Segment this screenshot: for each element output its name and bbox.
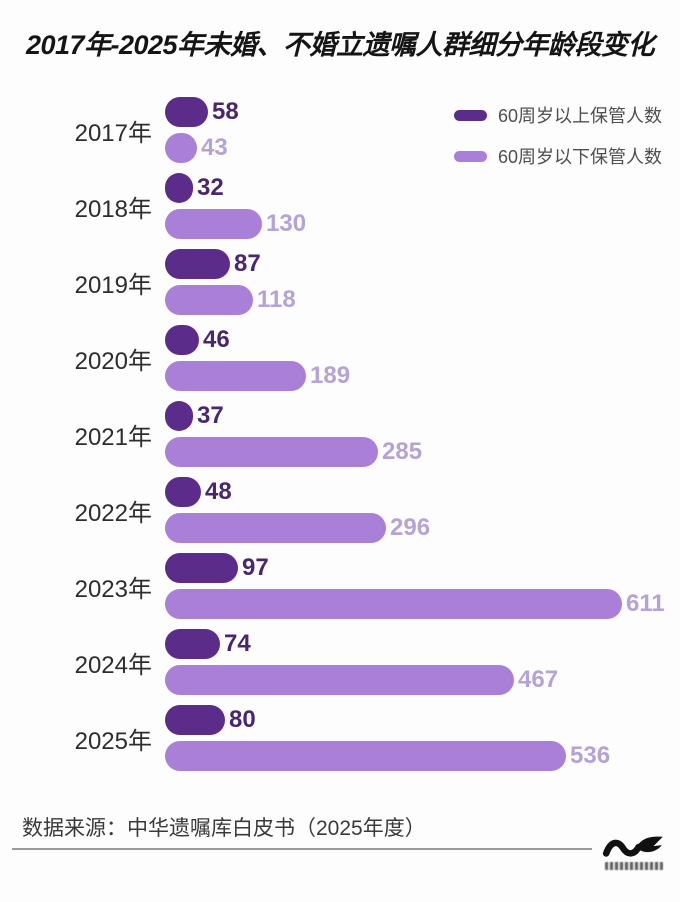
bar-under60: [165, 133, 197, 163]
bar-line-over60: 74: [165, 629, 680, 659]
chart-row: 2019年 87 118: [0, 244, 680, 320]
bar-over60: [165, 705, 225, 735]
bar-value: 48: [205, 478, 232, 505]
year-label: 2017年: [74, 119, 152, 147]
bar-line-under60: 467: [165, 665, 680, 695]
bar-under60: [165, 361, 306, 391]
bar-value: 58: [212, 98, 239, 125]
chart-row: 2018年 32 130: [0, 168, 680, 244]
bar-over60: [165, 477, 201, 507]
chart-row: 2017年 58 43: [0, 92, 680, 168]
bar-value: 536: [570, 742, 611, 769]
bar-group: 37 285: [165, 401, 680, 467]
chart-row: 2022年 48 296: [0, 472, 680, 548]
bar-line-under60: 43: [165, 133, 680, 163]
bar-value: 296: [390, 514, 431, 541]
bar-value: 74: [224, 630, 251, 657]
bar-line-under60: 118: [165, 285, 680, 315]
bar-group: 74 467: [165, 629, 680, 695]
bar-group: 32 130: [165, 173, 680, 239]
bar-group: 87 118: [165, 249, 680, 315]
bar-line-over60: 37: [165, 401, 680, 431]
bar-chart: 60周岁以上保管人数 60周岁以下保管人数 2017年 58 43 2018年 32 13…: [0, 92, 680, 776]
chart-legend: 60周岁以上保管人数 60周岁以下保管人数: [453, 102, 662, 184]
bar-line-over60: 80: [165, 705, 680, 735]
bar-group: 80 536: [165, 705, 680, 771]
chart-row: 2023年 97 611: [0, 548, 680, 624]
year-label: 2025年: [74, 727, 152, 755]
legend-label-under60: 60周岁以下保管人数: [497, 147, 662, 167]
year-label: 2023年: [74, 575, 152, 603]
bar-over60: [165, 553, 238, 583]
chart-row: 2025年 80 536: [0, 700, 680, 776]
bar-value: 611: [626, 590, 665, 617]
bar-under60: [165, 513, 386, 543]
data-source: 数据来源：中华遗嘱库白皮书（2025年度）: [22, 817, 426, 840]
bar-line-under60: 189: [165, 361, 680, 391]
bar-group: 46 189: [165, 325, 680, 391]
watermark-caption: [605, 862, 663, 870]
bar-under60: [165, 285, 253, 315]
bar-value: 118: [257, 286, 296, 313]
legend-item-over60: 60周岁以上保管人数: [453, 102, 662, 128]
bar-line-over60: 32: [165, 173, 680, 203]
bar-line-over60: 97: [165, 553, 680, 583]
year-label: 2022年: [74, 499, 152, 527]
bar-under60: [165, 741, 566, 771]
bar-line-over60: 46: [165, 325, 680, 355]
bar-value: 80: [229, 706, 256, 733]
legend-swatch-over60-icon: [453, 109, 487, 121]
bar-over60: [165, 629, 220, 659]
bar-over60: [165, 401, 193, 431]
bar-value: 32: [197, 174, 224, 201]
bar-over60: [165, 249, 230, 279]
bar-line-under60: 296: [165, 513, 680, 543]
legend-item-under60: 60周岁以下保管人数: [453, 143, 662, 169]
chart-rows: 2017年 58 43 2018年 32 130 2019年 87 118 2020年 46 189 2…: [0, 92, 680, 776]
chart-row: 2021年 37 285: [0, 396, 680, 472]
bar-under60: [165, 589, 622, 619]
bar-over60: [165, 325, 199, 355]
bar-line-under60: 285: [165, 437, 680, 467]
year-label: 2020年: [74, 347, 152, 375]
bar-group: 97 611: [165, 553, 680, 619]
footer-divider: [12, 848, 592, 850]
bar-value: 130: [266, 210, 307, 237]
bar-line-over60: 87: [165, 249, 680, 279]
bar-group: 58 43: [165, 97, 680, 163]
bar-under60: [165, 665, 514, 695]
year-label: 2018年: [74, 195, 152, 223]
bar-line-under60: 536: [165, 741, 680, 771]
chart-row: 2020年 46 189: [0, 320, 680, 396]
bar-value: 189: [310, 362, 351, 389]
bar-value: 37: [197, 402, 224, 429]
bar-value: 87: [234, 250, 261, 277]
year-label: 2024年: [74, 651, 152, 679]
legend-label-over60: 60周岁以上保管人数: [497, 106, 662, 126]
bar-line-over60: 58: [165, 97, 680, 127]
legend-swatch-under60-icon: [453, 150, 487, 162]
bar-over60: [165, 97, 208, 127]
bar-value: 43: [201, 134, 228, 161]
bar-under60: [165, 437, 378, 467]
bar-under60: [165, 209, 262, 239]
year-label: 2019年: [74, 271, 152, 299]
bar-over60: [165, 173, 193, 203]
chart-row: 2024年 74 467: [0, 624, 680, 700]
bar-value: 97: [242, 554, 269, 581]
bar-line-under60: 611: [165, 589, 680, 619]
bar-line-over60: 48: [165, 477, 680, 507]
bar-value: 46: [203, 326, 230, 353]
page-title: 2017年-2025年未婚、不婚立遗嘱人群细分年龄段变化: [25, 30, 655, 60]
watermark: [602, 834, 666, 870]
bar-value: 467: [518, 666, 559, 693]
bar-line-under60: 130: [165, 209, 680, 239]
year-label: 2021年: [74, 423, 152, 451]
bar-value: 285: [382, 438, 423, 465]
bar-group: 48 296: [165, 477, 680, 543]
footer: 数据来源：中华遗嘱库白皮书（2025年度）: [0, 812, 680, 870]
watermark-logo-icon: [602, 836, 663, 857]
